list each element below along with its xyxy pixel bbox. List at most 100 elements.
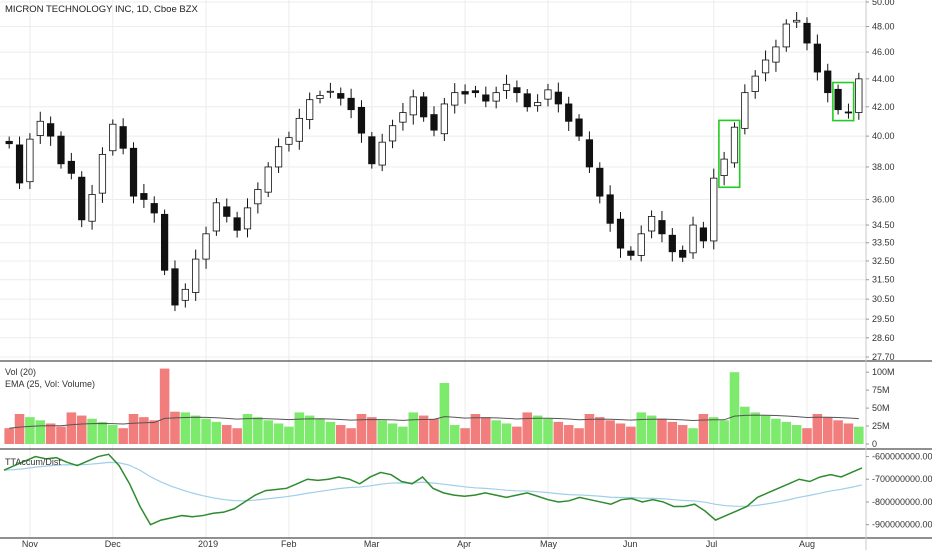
candle-body bbox=[627, 250, 635, 256]
candle-body bbox=[181, 288, 189, 301]
time-axis-label: Feb bbox=[281, 539, 297, 549]
volume-bar bbox=[356, 413, 367, 444]
price-axis-label: 42.00 bbox=[872, 102, 895, 112]
price-axis-label: 40.00 bbox=[872, 131, 895, 141]
candle-body bbox=[689, 224, 697, 254]
time-axis-label: Jun bbox=[623, 539, 638, 549]
candle-body bbox=[399, 112, 407, 123]
time-axis-label: Nov bbox=[22, 539, 39, 549]
volume-bar bbox=[760, 415, 771, 444]
candle-body bbox=[772, 46, 780, 63]
volume-bar bbox=[335, 425, 346, 444]
volume-bar bbox=[418, 415, 429, 444]
volume-bar bbox=[584, 413, 595, 444]
price-axis-label: 48.00 bbox=[872, 22, 895, 32]
volume-bar bbox=[14, 413, 25, 444]
candle-body bbox=[306, 99, 314, 120]
volume-bar bbox=[159, 368, 170, 444]
volume-bar bbox=[636, 412, 647, 444]
volume-bar bbox=[553, 421, 564, 444]
candle-body bbox=[492, 92, 500, 102]
volume-bar bbox=[429, 418, 439, 444]
price-axis-label: 44.00 bbox=[872, 74, 895, 84]
candle-body bbox=[264, 166, 272, 193]
candle-body bbox=[813, 43, 821, 73]
candle-body bbox=[430, 114, 438, 131]
accum-dist-pane bbox=[3, 453, 863, 526]
volume-bar bbox=[180, 412, 191, 444]
candle-body bbox=[295, 117, 303, 142]
volume-bar bbox=[439, 382, 450, 444]
candle-body bbox=[761, 59, 770, 74]
highlight-box-august bbox=[832, 81, 855, 122]
candle-body bbox=[26, 138, 34, 183]
candle-body bbox=[378, 141, 386, 166]
volume-bar bbox=[232, 428, 242, 444]
candle-body bbox=[482, 94, 490, 102]
candle-body bbox=[409, 96, 417, 116]
candle-body bbox=[523, 93, 531, 108]
candle-body bbox=[357, 106, 366, 134]
candle-body bbox=[119, 126, 127, 149]
volume-bar bbox=[201, 418, 211, 444]
price-axis-label: 38.00 bbox=[872, 162, 895, 172]
candle-body bbox=[637, 233, 645, 256]
accum-axis-label: -600000000.00 bbox=[872, 452, 932, 462]
volume-bar bbox=[76, 415, 87, 444]
candle-body bbox=[616, 218, 625, 249]
candle-body bbox=[565, 103, 573, 122]
volume-bar bbox=[750, 412, 760, 444]
volume-bar bbox=[729, 372, 740, 444]
price-axis-label: 27.70 bbox=[872, 352, 895, 362]
volume-bar bbox=[45, 423, 56, 444]
candle-body bbox=[285, 137, 293, 145]
volume-bar bbox=[595, 417, 605, 444]
candle-body bbox=[544, 89, 552, 100]
candle-body bbox=[347, 97, 355, 111]
volume-bar bbox=[460, 428, 470, 444]
volume-bar bbox=[242, 413, 253, 444]
volume-bar bbox=[221, 425, 232, 444]
candle-body bbox=[679, 249, 687, 258]
candle-body bbox=[223, 206, 231, 217]
candle-body bbox=[243, 207, 252, 230]
candle-body bbox=[98, 154, 107, 194]
volume-bar bbox=[263, 420, 273, 444]
price-axis-label: 32.50 bbox=[872, 256, 895, 266]
candle-body bbox=[513, 87, 521, 94]
candle-body bbox=[710, 177, 718, 242]
price-axis-label: 30.50 bbox=[872, 294, 895, 304]
volume-bar bbox=[66, 412, 77, 444]
volume-bar bbox=[387, 423, 398, 444]
volume-bar bbox=[501, 423, 512, 444]
volume-bar bbox=[108, 425, 118, 444]
candle-body bbox=[316, 95, 324, 99]
volume-bar bbox=[315, 418, 325, 444]
volume-axis-label: 50M bbox=[872, 403, 890, 413]
candle-body bbox=[47, 123, 55, 137]
axis-layer: 50.00 48.00 46.00 44.00 42.00 40.00 38.00 36.00… bbox=[22, 0, 932, 549]
accum-axis-label: -800000000.00 bbox=[872, 497, 932, 507]
candle-body bbox=[420, 96, 428, 118]
volume-ema-pane bbox=[9, 414, 859, 429]
volume-bar bbox=[4, 428, 14, 444]
time-axis-label: 2019 bbox=[198, 539, 218, 549]
candle-body bbox=[844, 111, 853, 114]
price-axis-label: 46.00 bbox=[872, 47, 895, 57]
candle-body bbox=[658, 220, 666, 235]
candle-body bbox=[451, 92, 459, 106]
candle-body bbox=[202, 233, 210, 260]
price-axis-label: 36.00 bbox=[872, 194, 895, 204]
candle-body bbox=[5, 140, 13, 145]
candle-body bbox=[855, 78, 863, 113]
accum-pane-label: TTAccum/Dist bbox=[5, 457, 61, 467]
volume-bar bbox=[149, 420, 160, 444]
volume-bar bbox=[615, 423, 626, 444]
candle-body bbox=[751, 75, 759, 92]
volume-axis-label: 0 bbox=[872, 439, 877, 449]
volume-bar bbox=[657, 418, 667, 444]
price-axis-label: 31.50 bbox=[872, 275, 895, 285]
price-axis-label: 34.50 bbox=[872, 220, 895, 230]
